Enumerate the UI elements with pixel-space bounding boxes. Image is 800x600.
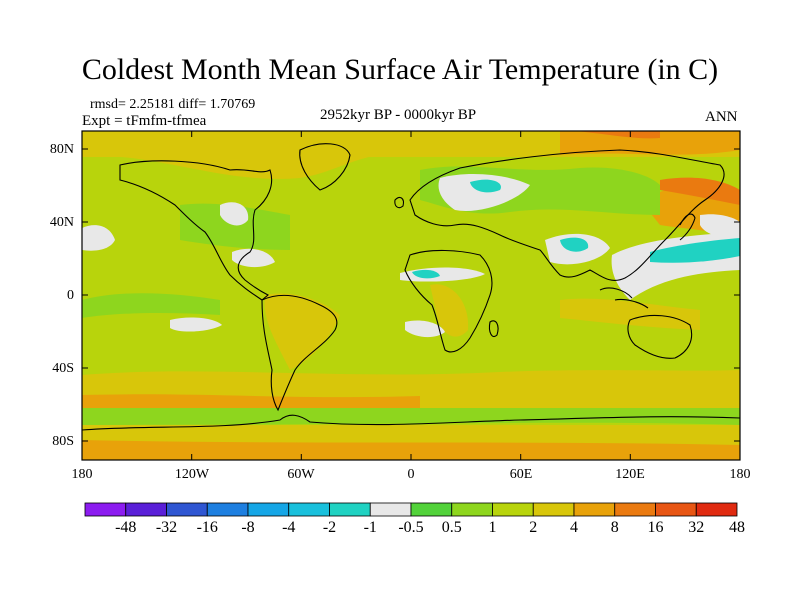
x-label-180-east: 180 bbox=[729, 467, 751, 482]
coast-australia bbox=[627, 314, 693, 359]
y-label-80n: 80N bbox=[49, 142, 74, 157]
colorbar-label-6: -1 bbox=[363, 519, 377, 536]
colorbar-label-15: 48 bbox=[729, 519, 745, 536]
coast-antarctica bbox=[82, 414, 740, 431]
field-europe-cool bbox=[470, 179, 501, 193]
field-antarctic-hot bbox=[82, 440, 740, 460]
period-subtitle: 2952kyr BP - 0000kyr BP bbox=[320, 107, 477, 123]
y-label-0: 0 bbox=[67, 288, 74, 303]
colorbar-box-13 bbox=[614, 502, 656, 517]
colorbar-label-8: 0.5 bbox=[441, 519, 462, 536]
experiment-label: Expt = tFmfm-tfmea bbox=[82, 113, 207, 129]
coast-madagascar bbox=[488, 320, 499, 338]
field-nw-pacific-hot bbox=[660, 177, 740, 205]
colorbar-label-2: -16 bbox=[196, 519, 218, 536]
coast-eurasia bbox=[409, 149, 725, 281]
coast-japan bbox=[679, 213, 696, 241]
temperature-field bbox=[82, 131, 740, 460]
y-label-80s: 80S bbox=[52, 434, 74, 449]
colorbar-box-7 bbox=[369, 502, 412, 517]
coast-british-isles bbox=[394, 197, 404, 209]
field-arctic-warm bbox=[82, 131, 420, 179]
stats-text: rmsd= 2.25181 diff= 1.70769 bbox=[90, 97, 256, 112]
coast-south-america bbox=[261, 294, 338, 412]
field-africa-warm bbox=[430, 284, 469, 337]
field-antarctic-coast-green bbox=[82, 408, 740, 425]
colorbar-box-0 bbox=[84, 502, 127, 517]
field-north-america-green bbox=[180, 203, 290, 250]
field-indian-ocean-warm bbox=[560, 298, 700, 330]
coast-north-america bbox=[119, 160, 273, 301]
colorbar-label-0: -48 bbox=[115, 519, 137, 536]
x-label-0: 0 bbox=[407, 467, 415, 482]
colorbar-label-1: -32 bbox=[155, 519, 178, 536]
field-india-cool bbox=[560, 237, 589, 252]
field-south-pacific-green bbox=[82, 293, 220, 318]
colorbar-box-2 bbox=[166, 502, 208, 517]
colorbar-label-12: 8 bbox=[610, 519, 619, 536]
x-label-120e: 120E bbox=[615, 467, 645, 482]
coastlines bbox=[82, 143, 740, 431]
colorbar-box-11 bbox=[532, 502, 575, 517]
field-pacific-neutral-2 bbox=[700, 214, 740, 240]
colorbar-box-14 bbox=[655, 502, 697, 517]
colorbar-label-3: -8 bbox=[241, 519, 255, 536]
field-south-pacific-neutral bbox=[170, 317, 222, 332]
colorbar-box-4 bbox=[247, 502, 290, 517]
y-label-40n: 40N bbox=[49, 215, 74, 230]
colorbar-box-12 bbox=[573, 502, 616, 517]
field-north-america-neutral bbox=[220, 202, 249, 226]
colorbar-label-9: 1 bbox=[488, 519, 497, 536]
y-label-40s: 40S bbox=[52, 361, 74, 376]
colorbar-box-5 bbox=[288, 502, 330, 517]
field-gulf-neutral bbox=[232, 248, 275, 268]
colorbar-box-9 bbox=[451, 502, 493, 517]
x-label-60w: 60W bbox=[287, 467, 315, 482]
colorbar bbox=[84, 502, 738, 517]
x-label-180-west: 180 bbox=[71, 467, 93, 482]
field-sahara-cool bbox=[412, 269, 440, 279]
map-title: Coldest Month Mean Surface Air Temperatu… bbox=[81, 53, 719, 86]
colorbar-box-1 bbox=[125, 502, 167, 517]
field-siberia-warm bbox=[560, 131, 740, 155]
field-west-pacific-cool bbox=[650, 238, 740, 263]
colorbar-box-10 bbox=[492, 502, 534, 517]
colorbar-box-3 bbox=[206, 502, 249, 517]
x-label-120w: 120W bbox=[174, 467, 210, 482]
y-ticks bbox=[82, 148, 740, 442]
season-label: ANN bbox=[705, 109, 738, 125]
field-europe-neutral bbox=[438, 174, 530, 211]
colorbar-box-6 bbox=[329, 502, 371, 517]
colorbar-label-14: 32 bbox=[688, 519, 705, 536]
colorbar-label-10: 2 bbox=[529, 519, 538, 536]
colorbar-label-4: -4 bbox=[282, 519, 296, 536]
coast-greenland bbox=[299, 143, 351, 191]
field-south-atlantic-neutral bbox=[405, 320, 445, 338]
x-ticks bbox=[191, 131, 631, 460]
field-pacific-neutral-1 bbox=[82, 225, 115, 251]
colorbar-box-15 bbox=[695, 502, 738, 517]
field-south-america-warm bbox=[264, 293, 340, 370]
x-label-60e: 60E bbox=[509, 467, 533, 482]
field-southern-ocean-hot bbox=[82, 394, 420, 408]
colorbar-label-13: 16 bbox=[647, 519, 664, 536]
coast-africa bbox=[404, 249, 493, 353]
colorbar-box-8 bbox=[410, 502, 453, 517]
colorbar-label-7: -0.5 bbox=[398, 519, 424, 536]
colorbar-label-11: 4 bbox=[570, 519, 578, 536]
coast-indonesia bbox=[599, 287, 649, 309]
colorbar-label-5: -2 bbox=[322, 519, 337, 536]
field-arctic-hot bbox=[574, 131, 660, 139]
